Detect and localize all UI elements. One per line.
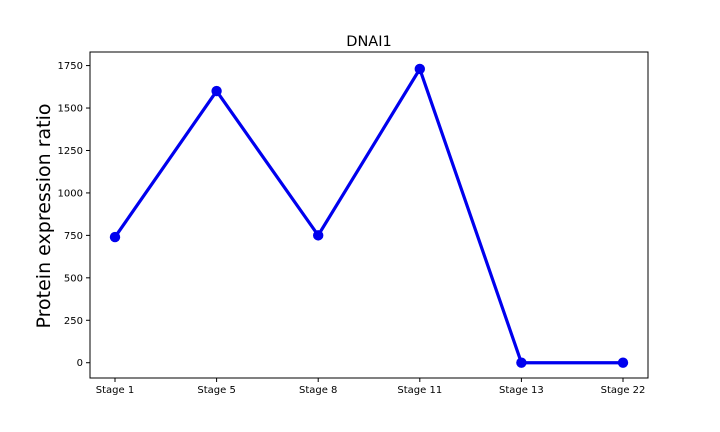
y-tick-label: 1500 xyxy=(58,104,83,115)
series-line xyxy=(113,65,623,365)
chart-title: DNAI1 xyxy=(346,34,391,50)
y-tick-label: 250 xyxy=(64,316,83,327)
y-tick-label: 500 xyxy=(64,273,83,284)
y-tick-label: 1750 xyxy=(58,61,83,72)
x-tick-label: Stage 5 xyxy=(197,385,235,396)
data-point-3 xyxy=(313,230,324,241)
data-point-1 xyxy=(109,231,121,243)
x-tick-label: Stage 22 xyxy=(601,385,646,396)
data-point-6 xyxy=(617,357,629,368)
series-layer xyxy=(109,63,629,368)
y-tick-label: 0 xyxy=(77,358,83,369)
plot-frame xyxy=(89,51,649,379)
x-tick-label: Stage 11 xyxy=(397,385,442,396)
y-tick-label: 1250 xyxy=(58,146,83,157)
x-tick-label: Stage 8 xyxy=(299,385,337,396)
x-axis: Stage 1 Stage 5 Stage 8 Stage 11 Stage 13 Sta… xyxy=(96,378,646,396)
y-tick-label: 1000 xyxy=(58,188,83,199)
y-axis: 0 250 500 750 1000 1250 1500 1750 xyxy=(58,61,90,369)
data-point-5 xyxy=(516,357,527,368)
data-point-2 xyxy=(211,85,222,97)
x-tick-label: Stage 13 xyxy=(499,385,544,396)
x-tick-label: Stage 1 xyxy=(96,385,134,396)
y-tick-label: 750 xyxy=(64,231,83,242)
y-axis-title: Protein expression ratio xyxy=(33,104,55,329)
data-point-4 xyxy=(414,63,425,75)
